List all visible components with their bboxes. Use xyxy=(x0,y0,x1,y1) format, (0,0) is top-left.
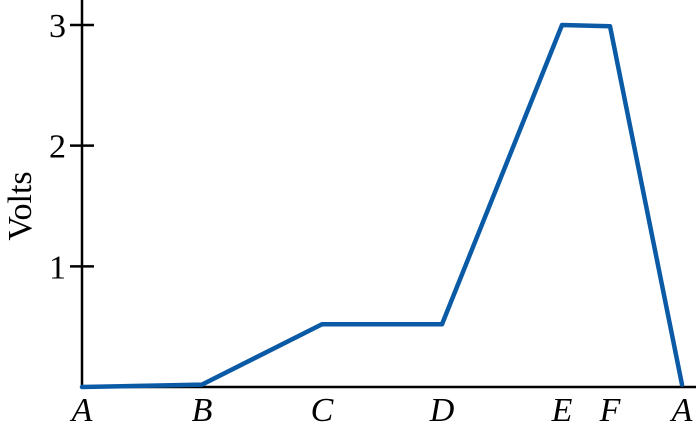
voltage-line xyxy=(79,22,685,390)
x-tick-label-5: F xyxy=(599,392,622,429)
y-tick-label-3: 3 xyxy=(49,8,66,45)
x-tick-label-1: B xyxy=(192,392,213,429)
x-tick-label-0: A xyxy=(70,392,93,429)
y-tick-label-2: 2 xyxy=(49,129,66,166)
x-tick-label-6: A xyxy=(670,392,693,429)
x-tick-label-4: E xyxy=(551,392,573,429)
y-axis-label: Volts xyxy=(2,171,39,240)
series xyxy=(79,22,685,390)
x-tick-label-3: D xyxy=(429,392,455,429)
y-tick-label-1: 1 xyxy=(49,249,66,286)
axes xyxy=(80,0,696,389)
x-tick-label-2: C xyxy=(311,392,334,429)
y-ticks: 1 2 3 xyxy=(49,8,94,286)
